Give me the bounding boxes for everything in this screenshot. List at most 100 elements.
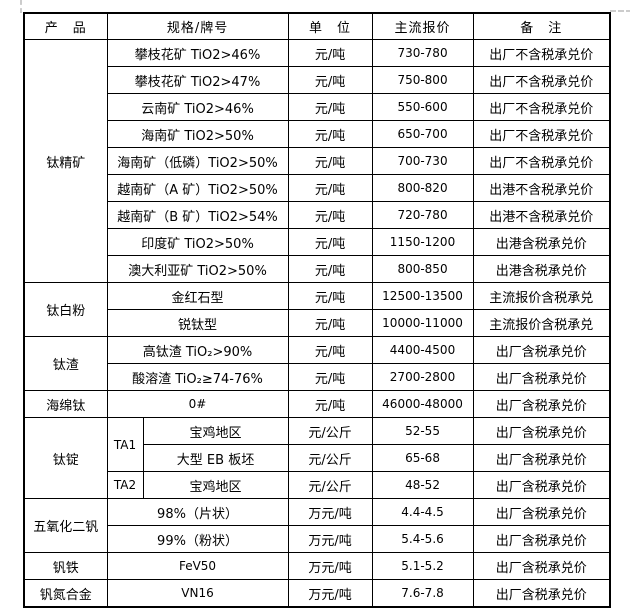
unit-cell: 元/吨 [287, 363, 373, 391]
table-row: 钒铁 FeV50 万元/吨 5.1-5.2 出厂含税承兑价 [23, 552, 611, 580]
spec-cell: 攀枝花矿 TiO2>47% [106, 66, 289, 94]
price-cell: 12500-13500 [371, 282, 474, 310]
note-cell: 出厂含税承兑价 [472, 444, 611, 472]
table-row: TA2 宝鸡地区 元/公斤 48-52 出厂含税承兑价 [24, 471, 611, 499]
product-cell: 钛渣 [23, 336, 108, 391]
spec-cell: 高钛渣 TiO₂>90% [106, 336, 289, 364]
unit-cell: 元/吨 [287, 255, 373, 283]
note-cell: 出厂不含税承兑价 [472, 39, 611, 67]
table-row: 酸溶渣 TiO₂≥74-76% 元/吨 2700-2800 出厂含税承兑价 [24, 363, 611, 391]
note-cell: 出厂不含税承兑价 [472, 120, 611, 148]
spec-cell: 99%（粉状） [106, 525, 289, 553]
note-cell: 出厂不含税承兑价 [472, 66, 611, 94]
col-header-product: 产 品 [23, 12, 108, 40]
price-cell: 4.4-4.5 [371, 498, 474, 526]
product-cell: 钛锭 [23, 417, 108, 499]
spec-cell: 98%（片状） [106, 498, 289, 526]
page-break-dash-horizontal [610, 10, 630, 12]
unit-cell: 元/吨 [287, 39, 373, 67]
spec-cell: 越南矿（B 矿）TiO2>54% [106, 201, 289, 229]
spec-cell: 宝鸡地区 [142, 471, 289, 499]
note-cell: 主流报价含税承兑 [472, 282, 611, 310]
price-cell: 5.4-5.6 [371, 525, 474, 553]
page-break-dash-vertical [20, 0, 22, 13]
note-cell: 出港不含税承兑价 [472, 201, 611, 229]
price-cell: 550-600 [371, 93, 474, 121]
spec-cell: 越南矿（A 矿）TiO2>50% [106, 174, 289, 202]
table-row: 钛渣 高钛渣 TiO₂>90% 元/吨 4400-4500 出厂含税承兑价 [23, 336, 611, 391]
note-cell: 出港含税承兑价 [472, 228, 611, 256]
spec-cell: 锐钛型 [106, 309, 289, 337]
spec-cell: 印度矿 TiO2>50% [106, 228, 289, 256]
unit-cell: 万元/吨 [287, 498, 373, 526]
spec-cell: 0# [106, 390, 289, 418]
price-cell: 65-68 [371, 444, 474, 472]
col-header-unit: 单 位 [287, 12, 373, 40]
col-header-note: 备 注 [472, 12, 611, 40]
price-cell: 1150-1200 [371, 228, 474, 256]
table-row: 钛精矿 攀枝花矿 TiO2>46% 元/吨 730-780 出厂不含税承兑价 [23, 39, 611, 283]
product-cell: 钛精矿 [23, 39, 108, 283]
unit-cell: 元/吨 [287, 66, 373, 94]
price-table: 产 品 规格/牌号 单 位 主流报价 备 注 钛精矿 攀枝花矿 TiO2>46%… [23, 12, 612, 608]
unit-cell: 元/吨 [287, 201, 373, 229]
table-row: 越南矿（A 矿）TiO2>50% 元/吨 800-820 出港不含税承兑价 [24, 174, 611, 202]
table-row: 钛锭 TA1 宝鸡地区 元/公斤 52-55 出厂含税承兑价 [23, 417, 611, 499]
unit-cell: 元/吨 [287, 120, 373, 148]
price-cell: 4400-4500 [371, 336, 474, 364]
note-cell: 出厂含税承兑价 [472, 336, 611, 364]
product-cell: 五氧化二钒 [23, 498, 108, 553]
unit-cell: 万元/吨 [287, 552, 373, 580]
spec-cell: 云南矿 TiO2>46% [106, 93, 289, 121]
product-cell: 钒氮合金 [23, 579, 108, 608]
table-row: 海绵钛 0# 元/吨 46000-48000 出厂含税承兑价 [23, 390, 611, 418]
table-row: 大型 EB 板坯 元/公斤 65-68 出厂含税承兑价 [24, 444, 611, 472]
grade-cell: TA2 [106, 471, 144, 499]
table-row: 五氧化二钒 98%（片状） 万元/吨 4.4-4.5 出厂含税承兑价 [23, 498, 611, 553]
unit-cell: 元/吨 [287, 93, 373, 121]
price-cell: 800-820 [371, 174, 474, 202]
note-cell: 出厂含税承兑价 [472, 552, 611, 580]
spec-cell: 海南矿 TiO2>50% [106, 120, 289, 148]
note-cell: 主流报价含税承兑 [472, 309, 611, 337]
product-cell: 钛白粉 [23, 282, 108, 337]
unit-cell: 万元/吨 [287, 525, 373, 553]
spec-cell: 澳大利亚矿 TiO2>50% [106, 255, 289, 283]
price-cell: 750-800 [371, 66, 474, 94]
price-cell: 52-55 [371, 417, 474, 445]
table-row: 海南矿（低磷）TiO2>50% 元/吨 700-730 出厂不含税承兑价 [24, 147, 611, 175]
price-cell: 700-730 [371, 147, 474, 175]
unit-cell: 元/吨 [287, 282, 373, 310]
spec-cell: FeV50 [106, 552, 289, 580]
price-cell: 800-850 [371, 255, 474, 283]
unit-cell: 元/公斤 [287, 471, 373, 499]
note-cell: 出厂含税承兑价 [472, 579, 611, 608]
table-row: 越南矿（B 矿）TiO2>54% 元/吨 720-780 出港不含税承兑价 [24, 201, 611, 229]
spec-cell: 大型 EB 板坯 [142, 444, 289, 472]
unit-cell: 元/吨 [287, 228, 373, 256]
spec-cell: VN16 [106, 579, 289, 608]
price-cell: 5.1-5.2 [371, 552, 474, 580]
spec-cell: 酸溶渣 TiO₂≥74-76% [106, 363, 289, 391]
table-row: 99%（粉状） 万元/吨 5.4-5.6 出厂含税承兑价 [24, 525, 611, 553]
note-cell: 出厂含税承兑价 [472, 525, 611, 553]
price-cell: 2700-2800 [371, 363, 474, 391]
spec-cell: 宝鸡地区 [142, 417, 289, 445]
table-row: 钛白粉 金红石型 元/吨 12500-13500 主流报价含税承兑 [23, 282, 611, 337]
note-cell: 出厂不含税承兑价 [472, 147, 611, 175]
unit-cell: 元/吨 [287, 390, 373, 418]
table-row: 印度矿 TiO2>50% 元/吨 1150-1200 出港含税承兑价 [24, 228, 611, 256]
unit-cell: 元/吨 [287, 174, 373, 202]
unit-cell: 元/吨 [287, 147, 373, 175]
note-cell: 出港含税承兑价 [472, 255, 611, 283]
table-row: 钒氮合金 VN16 万元/吨 7.6-7.8 出厂含税承兑价 [23, 579, 611, 608]
col-header-price: 主流报价 [371, 12, 474, 40]
note-cell: 出厂含税承兑价 [472, 390, 611, 418]
product-cell: 海绵钛 [23, 390, 108, 418]
header-row: 产 品 规格/牌号 单 位 主流报价 备 注 [23, 12, 611, 40]
unit-cell: 元/公斤 [287, 417, 373, 445]
price-cell: 46000-48000 [371, 390, 474, 418]
col-header-spec: 规格/牌号 [106, 12, 289, 40]
spec-cell: 攀枝花矿 TiO2>46% [106, 39, 289, 67]
note-cell: 出厂不含税承兑价 [472, 93, 611, 121]
